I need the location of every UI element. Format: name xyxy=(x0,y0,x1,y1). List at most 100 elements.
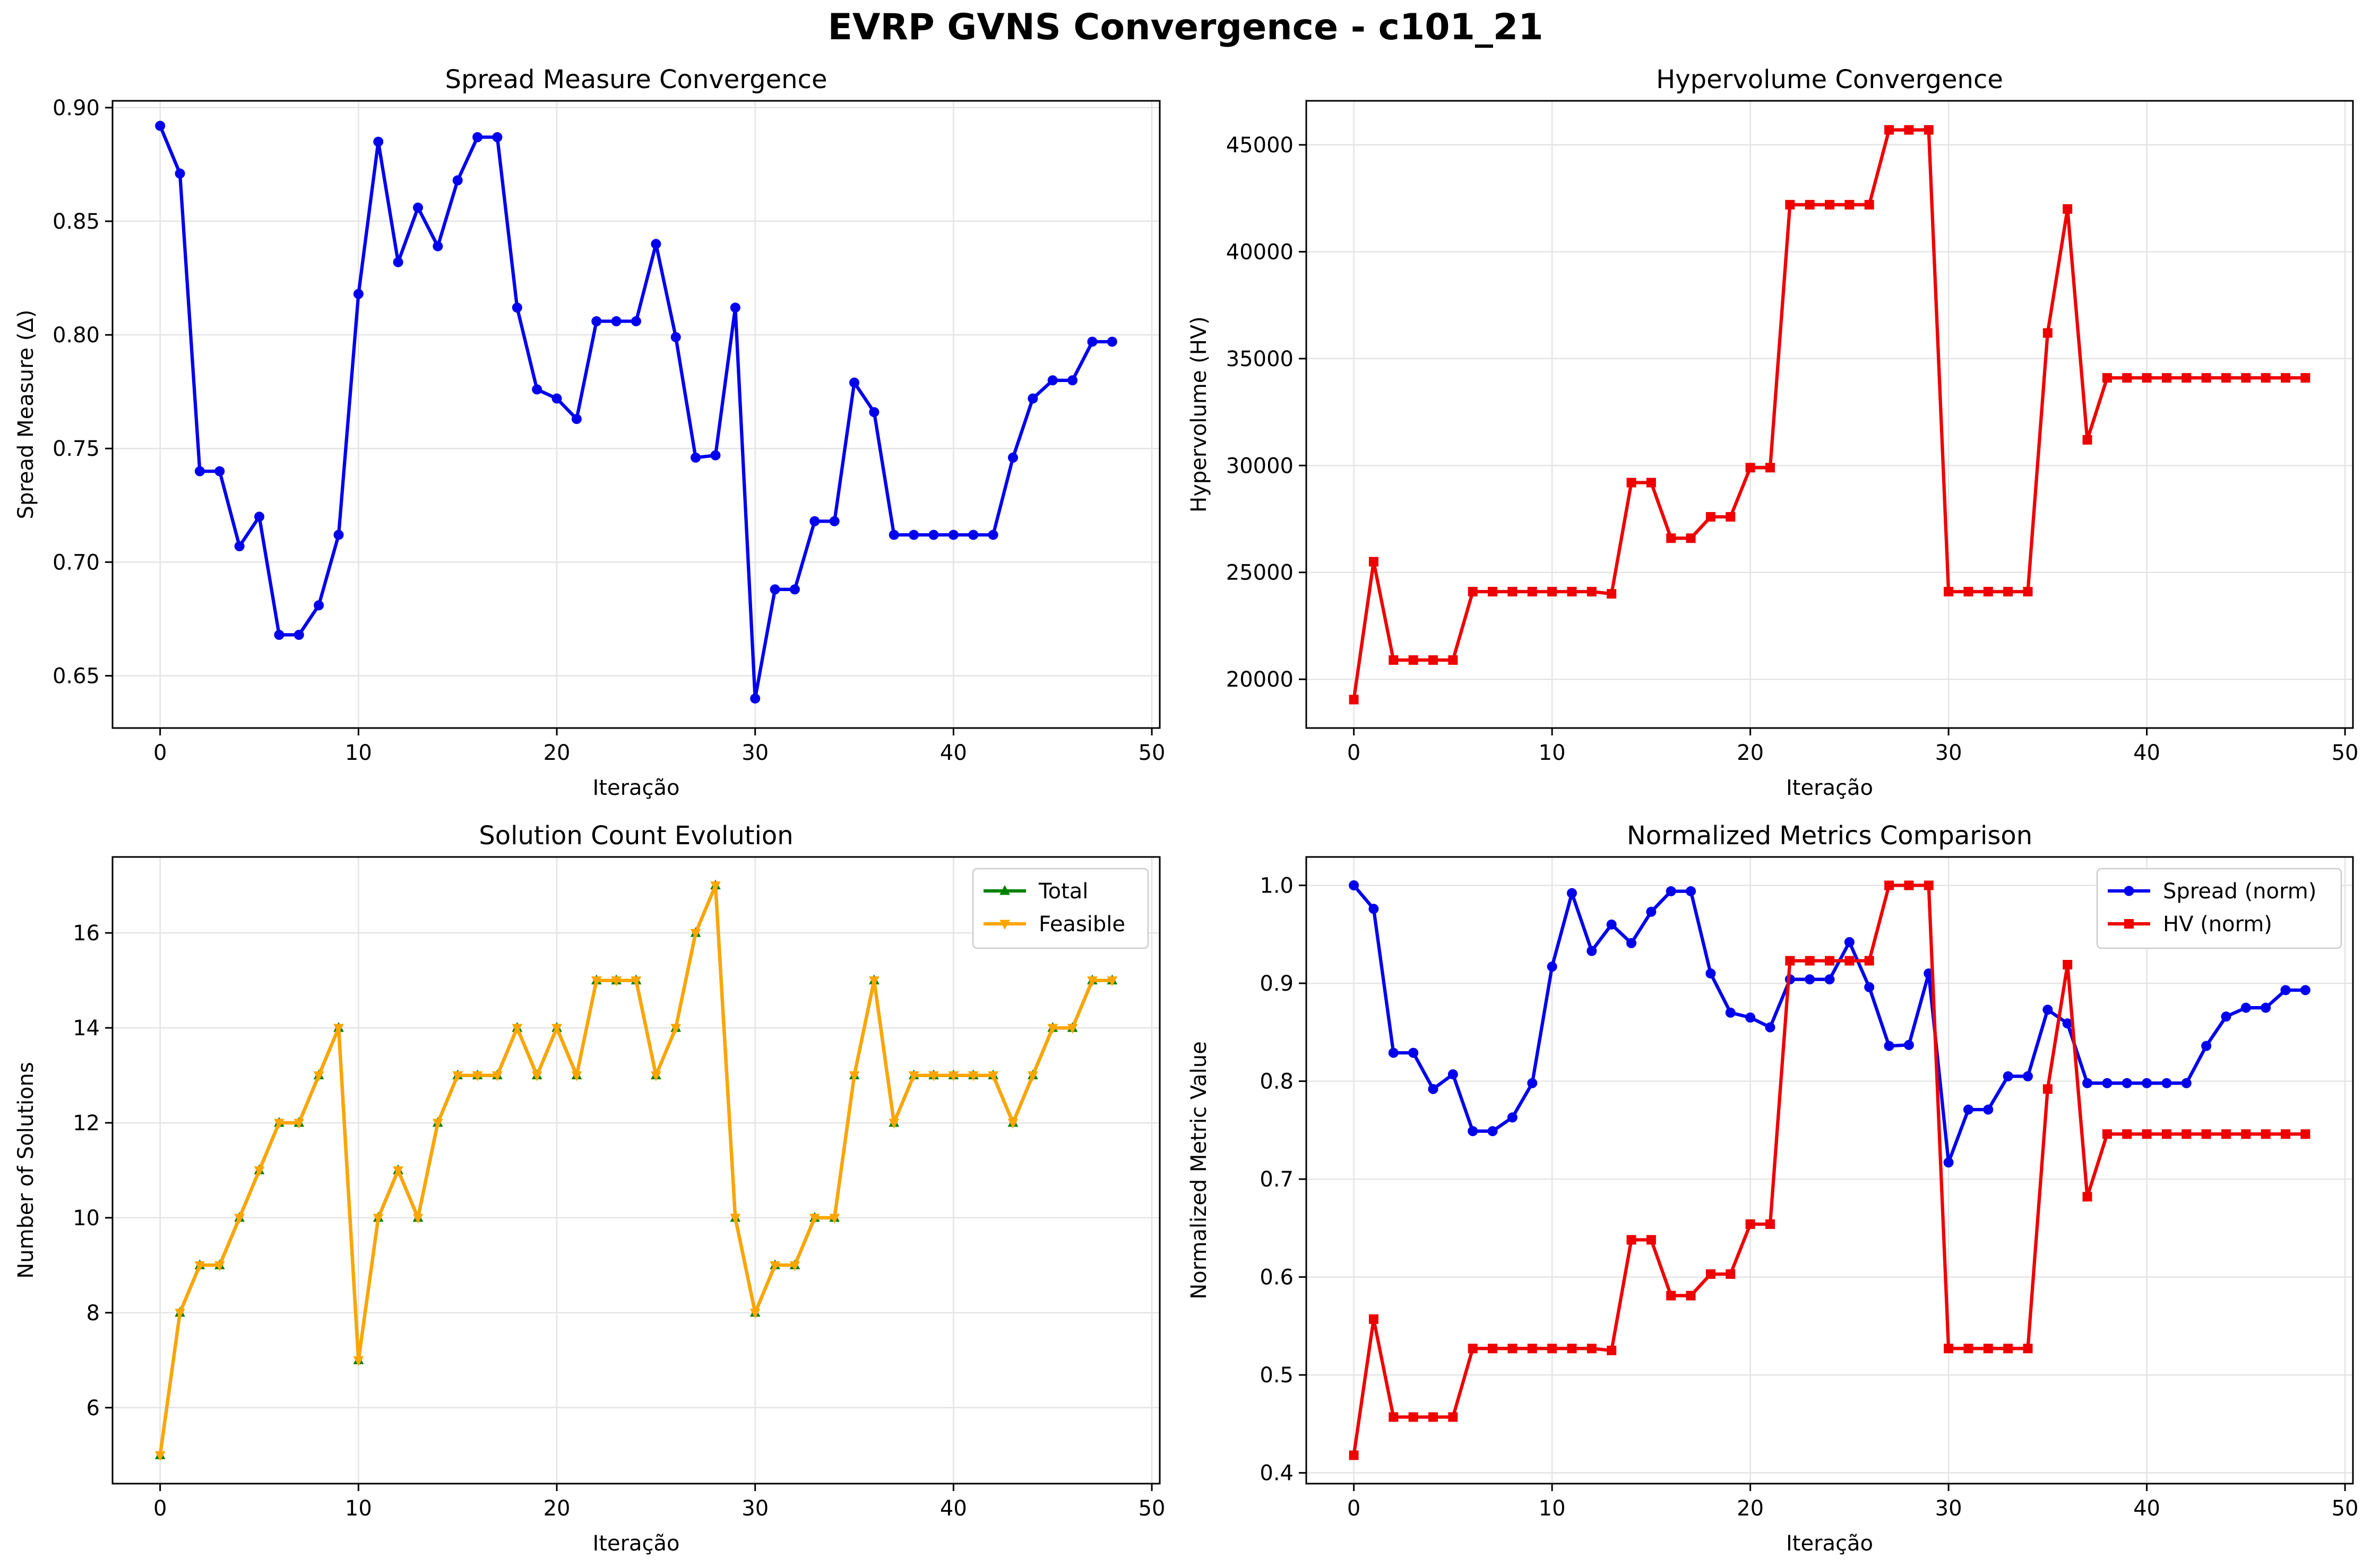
data-point xyxy=(809,516,820,526)
data-point xyxy=(2023,1344,2033,1354)
data-point xyxy=(770,1261,780,1271)
data-point xyxy=(1745,1012,1756,1023)
data-point xyxy=(651,1071,661,1081)
data-point xyxy=(948,530,959,540)
data-point xyxy=(869,976,880,986)
data-point xyxy=(1805,956,1815,966)
legend-swatch-marker xyxy=(999,885,1010,895)
x-tick-label: 20 xyxy=(1737,1496,1764,1521)
data-point xyxy=(2300,1129,2310,1139)
data-point xyxy=(2122,1078,2132,1088)
x-axis-label: Iteração xyxy=(1786,776,1873,800)
x-tick-label: 20 xyxy=(544,1496,571,1521)
series-line-1 xyxy=(1352,128,2306,700)
data-point xyxy=(1903,1039,1914,1050)
data-point xyxy=(2261,1129,2271,1139)
data-point xyxy=(651,239,661,249)
y-tick-label: 1.0 xyxy=(1260,874,1294,898)
data-point xyxy=(2161,373,2171,383)
data-point xyxy=(294,1119,305,1129)
data-point xyxy=(1705,512,1715,522)
x-tick-label: 10 xyxy=(1539,741,1566,765)
data-point xyxy=(1686,886,1696,897)
data-point xyxy=(968,530,979,540)
data-point xyxy=(1067,1024,1078,1034)
data-point xyxy=(274,1119,284,1129)
data-point xyxy=(353,1356,364,1366)
data-point xyxy=(1983,1344,1993,1354)
y-tick-label: 35000 xyxy=(1226,347,1294,371)
y-axis-label: Hypervolume (HV) xyxy=(1187,316,1211,513)
data-point xyxy=(1686,533,1696,543)
y-tick-label: 0.9 xyxy=(1260,972,1294,996)
data-point xyxy=(1368,904,1379,914)
data-point xyxy=(928,1071,939,1081)
data-point xyxy=(1007,452,1018,463)
data-point xyxy=(2182,1129,2192,1139)
data-point xyxy=(1646,1235,1656,1245)
data-point xyxy=(1963,586,1973,596)
data-point xyxy=(1087,976,1098,986)
x-tick-label: 0 xyxy=(153,1496,167,1521)
data-point xyxy=(591,976,602,986)
data-point xyxy=(1389,1412,1399,1422)
legend-label: Spread (norm) xyxy=(2163,879,2316,904)
data-point xyxy=(234,1214,245,1224)
data-point xyxy=(2300,985,2310,995)
data-point xyxy=(1765,1219,1775,1229)
data-point xyxy=(770,584,780,595)
data-point xyxy=(1606,919,1617,930)
y-axis-label: Spread Measure (Δ) xyxy=(14,310,38,519)
data-point xyxy=(1468,586,1478,596)
data-point xyxy=(2261,1002,2271,1013)
y-tick-label: 0.65 xyxy=(53,664,100,689)
data-point xyxy=(1587,586,1597,596)
x-tick-label: 10 xyxy=(345,741,372,765)
data-point xyxy=(1646,906,1657,917)
y-tick-label: 0.80 xyxy=(53,323,100,348)
data-point xyxy=(968,1071,979,1081)
data-point xyxy=(294,629,304,640)
data-point xyxy=(274,629,284,640)
data-point xyxy=(2022,1071,2033,1081)
data-point xyxy=(472,1071,483,1081)
x-tick-label: 50 xyxy=(1139,741,1166,765)
data-point xyxy=(1388,1047,1399,1058)
data-point xyxy=(829,1214,840,1224)
data-point xyxy=(1844,956,1855,966)
data-point xyxy=(1785,200,1795,210)
legend-swatch-marker xyxy=(2124,919,2134,929)
chart-1: 0 10 20 30 40 50 0.65 0.70 0.75 0.80 0.85 0.90 Sprea… xyxy=(14,65,1166,800)
data-point xyxy=(1468,1344,1478,1354)
data-point xyxy=(1626,478,1636,488)
data-point xyxy=(909,530,919,540)
data-point xyxy=(2300,373,2310,383)
data-point xyxy=(2042,328,2053,338)
data-point xyxy=(1765,1022,1775,1033)
data-point xyxy=(1007,1119,1019,1129)
data-point xyxy=(1349,1450,1359,1460)
data-point xyxy=(1864,982,1875,992)
data-point xyxy=(1047,1024,1058,1034)
data-point xyxy=(1666,886,1676,897)
data-point xyxy=(1844,200,1855,210)
y-tick-label: 25000 xyxy=(1226,561,1294,585)
data-point xyxy=(393,1166,403,1176)
data-point xyxy=(2082,1192,2092,1202)
data-point xyxy=(1983,1104,1994,1115)
y-tick-label: 40000 xyxy=(1226,240,1294,264)
data-point xyxy=(1468,1126,1478,1137)
data-point xyxy=(750,693,761,704)
data-point xyxy=(1805,200,1815,210)
data-point xyxy=(1488,1344,1498,1354)
data-point xyxy=(2261,373,2271,383)
data-point xyxy=(2241,373,2251,383)
y-tick-label: 0.7 xyxy=(1260,1167,1294,1192)
data-point xyxy=(869,407,880,418)
data-point xyxy=(1626,1235,1636,1245)
data-point xyxy=(1507,1344,1518,1354)
data-point xyxy=(591,316,602,326)
data-point xyxy=(433,241,443,252)
data-point xyxy=(1527,1344,1537,1354)
data-point xyxy=(1028,393,1038,404)
